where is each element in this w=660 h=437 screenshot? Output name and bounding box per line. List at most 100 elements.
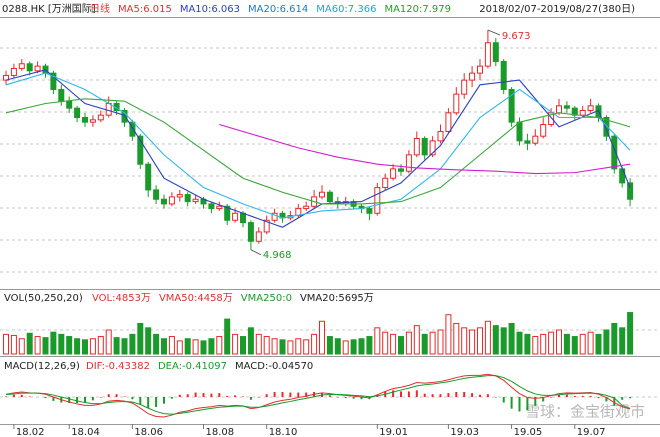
volume-bar	[421, 333, 428, 355]
candle-body	[619, 168, 626, 184]
candle-body	[429, 140, 436, 156]
candle-body	[97, 114, 104, 121]
stat-label: VMA250:0	[241, 293, 292, 304]
volume-bar	[508, 322, 515, 355]
volume-bar	[303, 339, 310, 355]
volume-bar	[3, 333, 9, 355]
volume-bar	[255, 333, 262, 355]
volume-bar	[319, 320, 325, 355]
volume-bar	[382, 331, 389, 355]
candle-body	[516, 121, 523, 142]
candle-body	[382, 177, 389, 189]
volume-bar	[137, 322, 144, 355]
volume-bar	[571, 336, 578, 355]
candle-body	[263, 219, 270, 233]
volume-bar	[247, 327, 254, 355]
candle-body	[176, 194, 183, 198]
volume-bar	[619, 327, 626, 355]
volume-bar	[540, 333, 547, 355]
volume-bar	[89, 338, 96, 355]
candle-body	[50, 72, 57, 90]
volume-bar	[50, 331, 57, 355]
ma-line	[5, 72, 631, 219]
volume-bar	[516, 331, 523, 355]
candle-body	[366, 208, 373, 214]
volume-bar	[66, 336, 73, 355]
stat-label: DIF:-0.43382	[86, 361, 150, 372]
volume-bar	[240, 336, 246, 355]
x-tick-label: 19.05	[514, 427, 543, 437]
volume-bar	[334, 338, 341, 355]
volume-bar	[232, 333, 239, 355]
volume-bar	[556, 329, 562, 355]
volume-bar	[161, 338, 167, 355]
volume-bar	[413, 325, 420, 355]
volume-bar	[311, 333, 318, 355]
volume-bar	[82, 339, 88, 355]
candle-body	[627, 182, 634, 200]
stat-label: MA60:7.366	[316, 4, 376, 15]
volume-bar	[492, 325, 499, 355]
candle-body	[319, 191, 325, 198]
volume-bar	[224, 318, 231, 355]
candle-body	[129, 121, 136, 137]
volume-bar	[26, 332, 33, 355]
stat-label: MACD:-0.04570	[235, 361, 313, 372]
candle-body	[18, 63, 25, 69]
candle-body	[168, 196, 175, 205]
volume-bar	[18, 338, 25, 355]
volume-bar	[524, 333, 531, 355]
volume-bar	[105, 329, 112, 355]
candle-body	[556, 105, 562, 114]
x-tick-label: 19.01	[379, 427, 408, 437]
volume-bar	[263, 336, 270, 355]
stat-label: VOL:4853万	[92, 293, 151, 304]
volume-bar	[595, 333, 602, 355]
candle-body	[232, 212, 239, 221]
volume-label: VOL(50,250,20)	[4, 293, 83, 304]
dea-line	[5, 375, 631, 415]
candle-body	[398, 168, 404, 172]
candle-body	[66, 100, 73, 109]
candle-body	[477, 65, 483, 74]
candle-body	[26, 63, 33, 72]
volume-bar	[603, 329, 610, 355]
candle-body	[82, 116, 88, 123]
candle-body	[563, 105, 570, 109]
volume-bar	[168, 336, 175, 355]
candle-body	[461, 79, 468, 95]
volume-bar	[145, 327, 152, 355]
candle-body	[374, 187, 381, 214]
stat-label: MA5:6.015	[118, 4, 172, 15]
candle-body	[224, 205, 231, 221]
volume-bar	[176, 340, 183, 355]
candle-body	[611, 135, 618, 170]
candle-body	[587, 105, 594, 111]
candle-body	[208, 203, 215, 210]
x-tick-label: 18.06	[134, 427, 163, 437]
candle-body	[153, 189, 160, 200]
volume-bar	[216, 336, 223, 355]
volume-bar	[34, 336, 41, 355]
high-label: 9.673	[502, 31, 531, 42]
volume-bar	[200, 340, 207, 355]
candle-body	[532, 135, 539, 144]
candle-body	[445, 112, 452, 133]
candle-body	[74, 107, 81, 118]
candle-body	[161, 198, 167, 205]
candle-body	[255, 231, 262, 242]
volume-bar	[326, 336, 333, 355]
volume-bar	[390, 333, 397, 355]
candle-body	[413, 138, 420, 156]
dif-line	[5, 373, 631, 418]
candle-body	[405, 154, 412, 172]
candle-body	[484, 42, 491, 67]
stat-label: MA20:6.614	[248, 4, 308, 15]
volume-bar	[342, 340, 349, 355]
volume-bar	[287, 340, 294, 355]
volume-bar	[398, 336, 404, 355]
candle-body	[421, 138, 428, 156]
low-label: 4.968	[263, 250, 292, 261]
candle-body	[121, 109, 128, 123]
